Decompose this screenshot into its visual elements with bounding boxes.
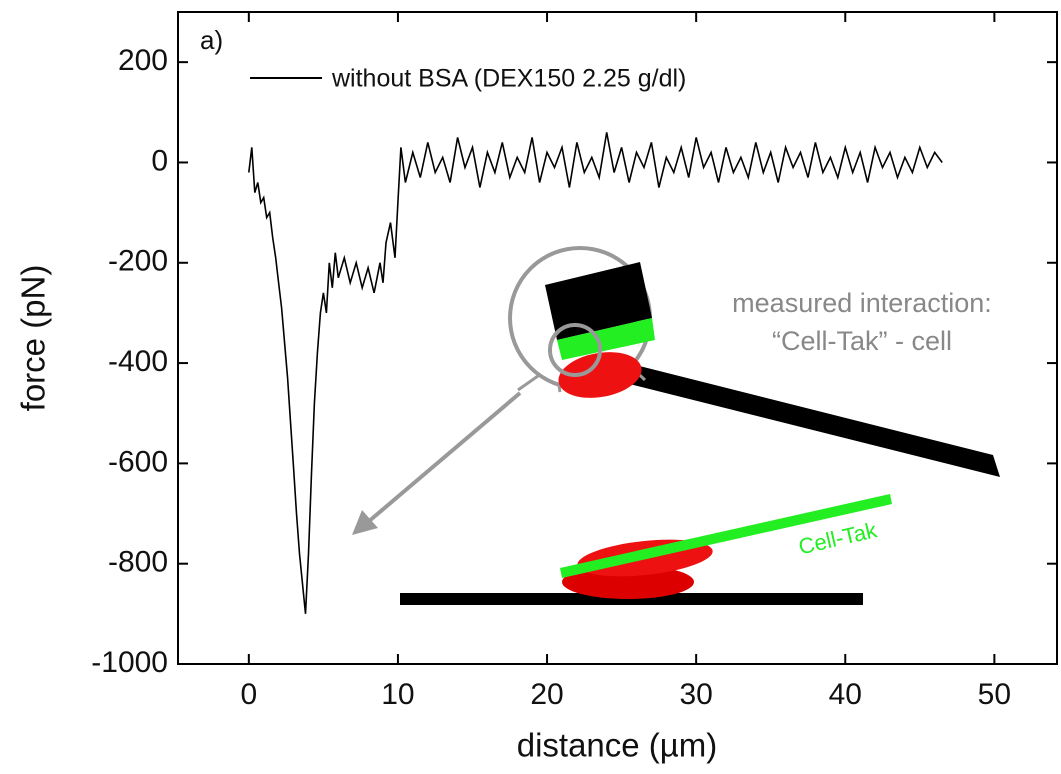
legend-label: without BSA (DEX150 2.25 g/dl): [331, 65, 686, 93]
x-axis-label: distance (µm): [517, 727, 718, 764]
x-tick-label: 50: [978, 678, 1011, 711]
y-tick-label: -400: [108, 345, 168, 378]
x-tick-label: 20: [530, 678, 563, 711]
annotation: “Cell-Tak” - cell: [772, 326, 952, 356]
y-tick-label: 200: [118, 44, 168, 77]
illustration: [352, 246, 1000, 605]
y-axis-label: force (pN): [15, 265, 52, 412]
plot-frame: [177, 11, 1058, 665]
annotation: measured interaction:: [732, 288, 992, 318]
annotation: Cell-Tak: [796, 517, 880, 559]
x-tick-label: 40: [829, 678, 862, 711]
y-tick-label: -800: [108, 546, 168, 579]
data-line: [248, 132, 943, 614]
y-tick-label: 0: [151, 144, 168, 177]
y-tick-label: -600: [108, 445, 168, 478]
x-tick-label: 10: [381, 678, 414, 711]
panel-label: a): [200, 25, 223, 55]
x-tick-label: 30: [679, 678, 712, 711]
y-tick-label: -200: [108, 245, 168, 278]
x-tick-label: 0: [240, 678, 257, 711]
y-tick-label: -1000: [91, 646, 168, 679]
